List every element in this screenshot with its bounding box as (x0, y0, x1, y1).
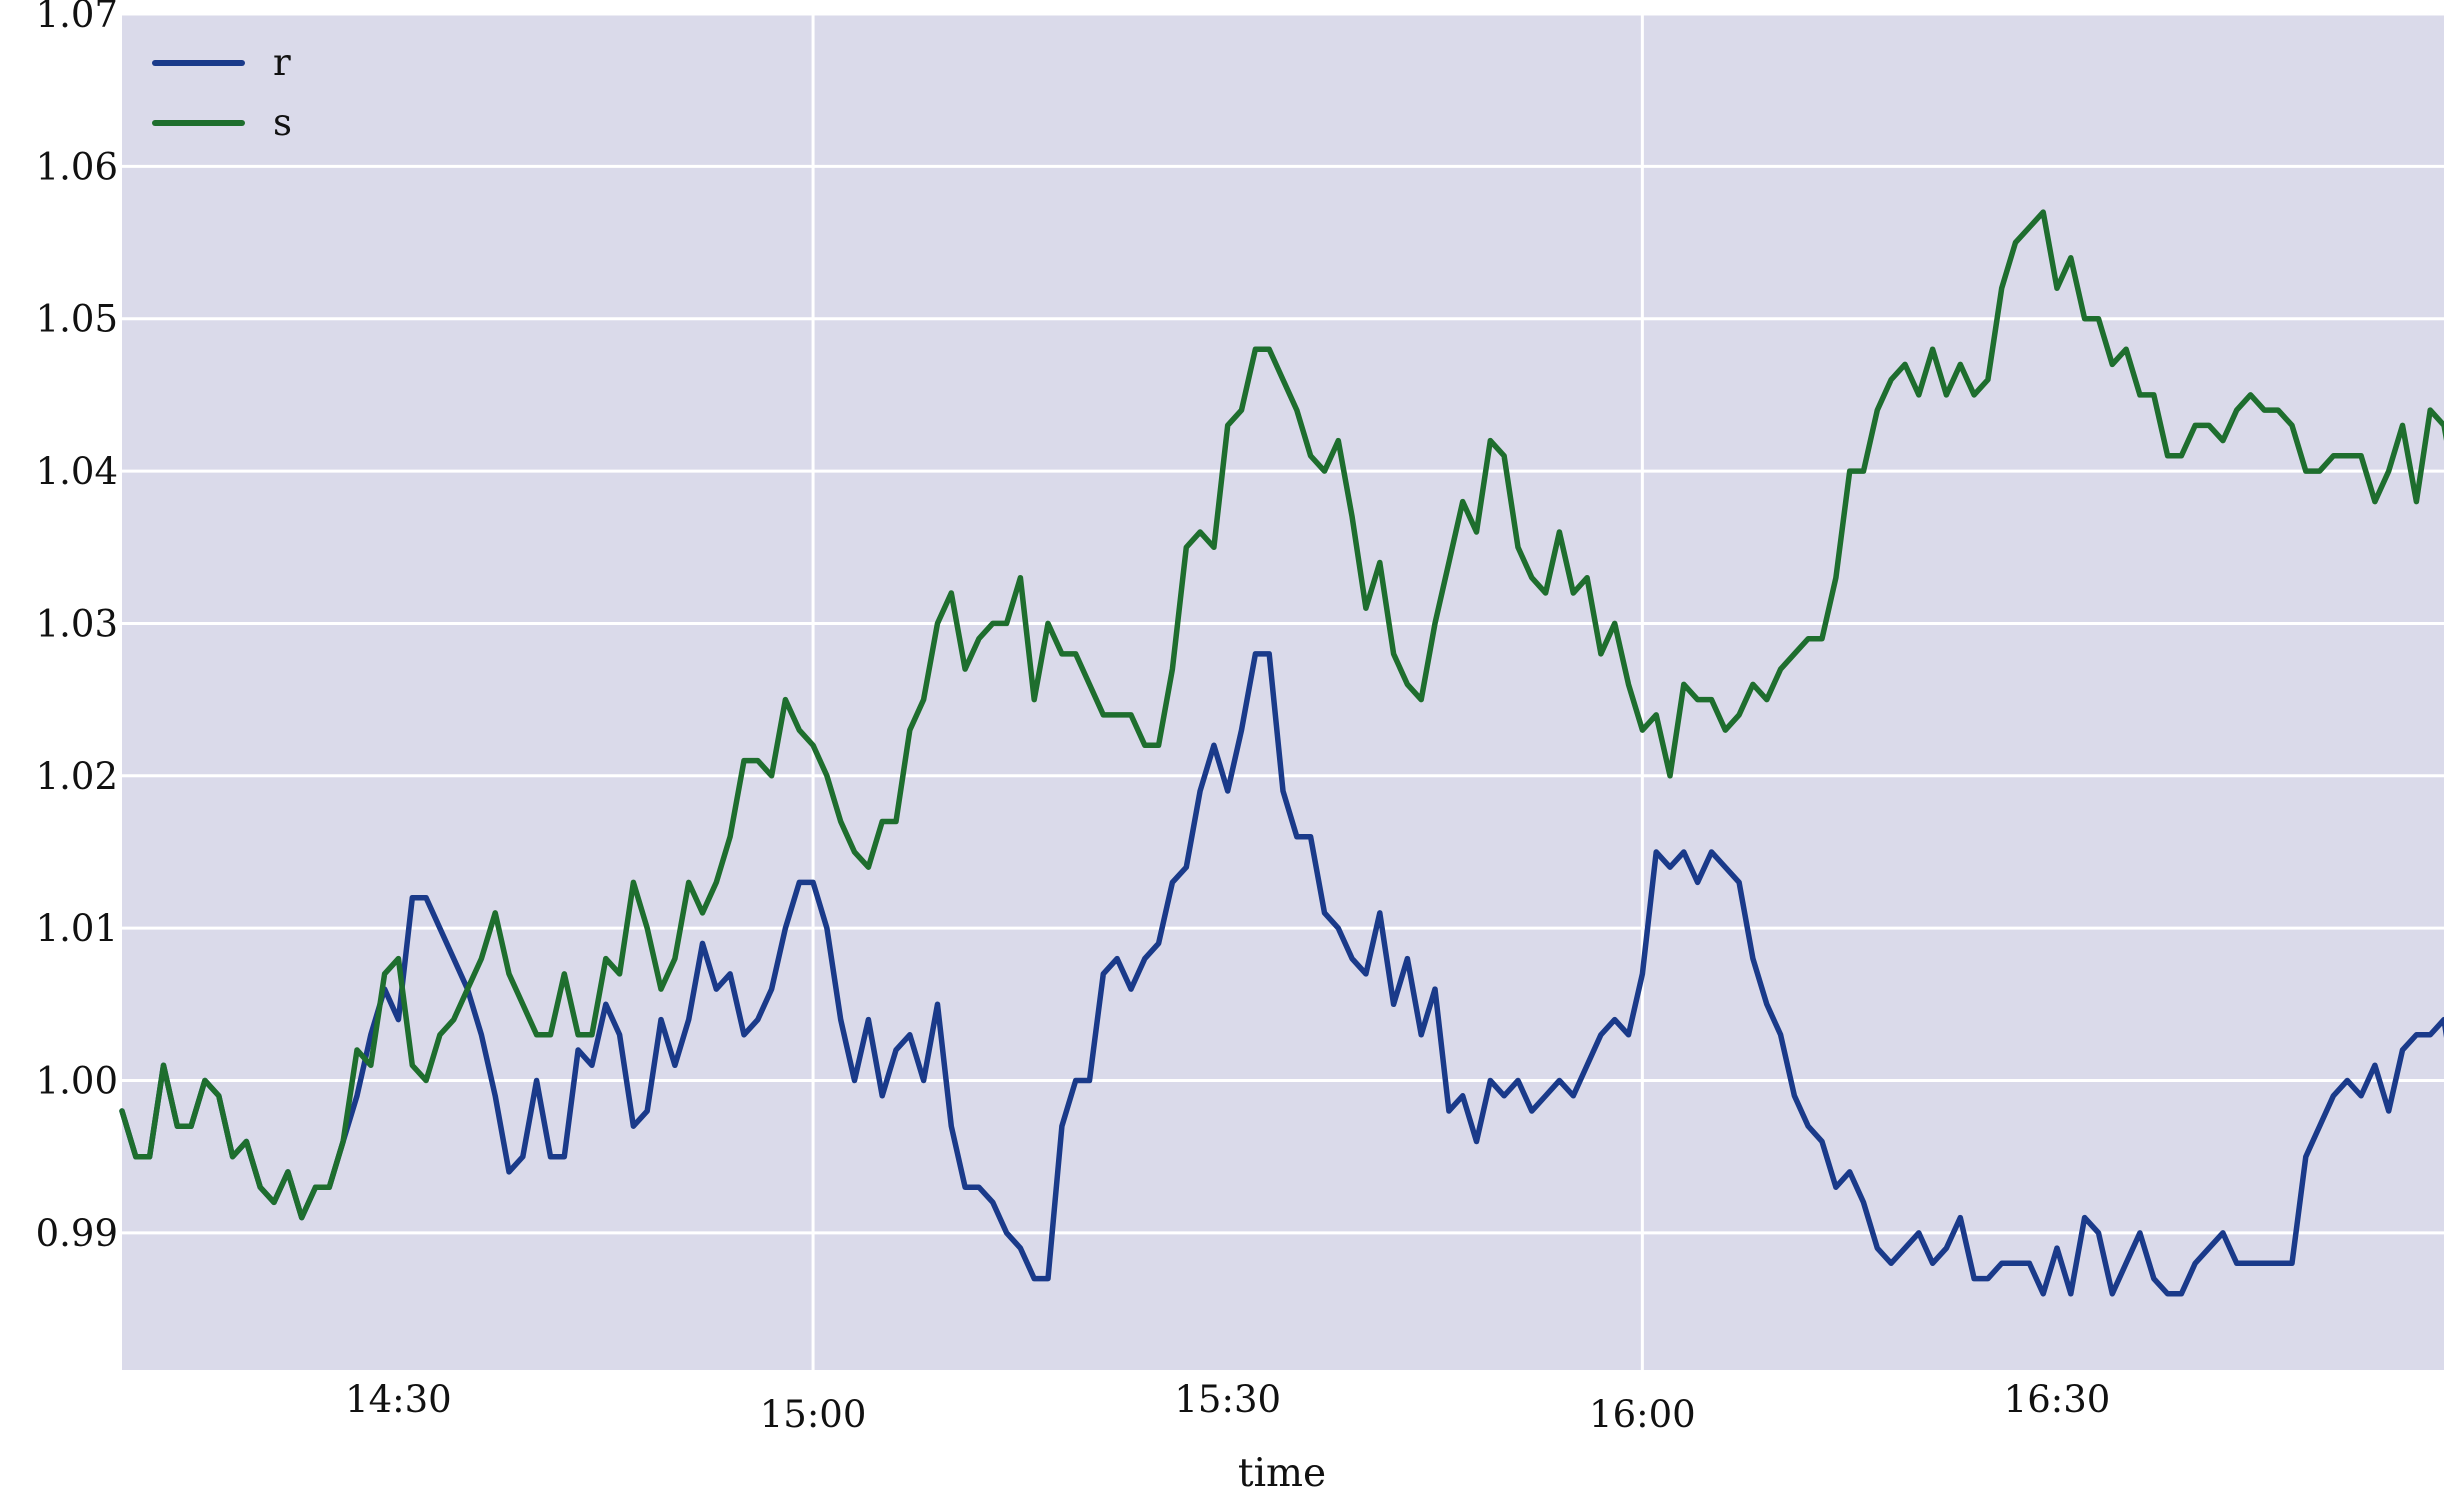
y-axis-ticks: 0.99 1.00 1.01 1.02 1.03 1.04 1.05 1.06 1.07 (36, 0, 118, 1255)
series-lines (119, 209, 2444, 1297)
y-tick-label: 1.07 (36, 0, 118, 36)
y-tick-label: 1.02 (36, 755, 118, 798)
plot-background (122, 14, 2444, 1370)
series-line-s (119, 209, 2444, 1221)
x-axis-title: time (1238, 1451, 1326, 1490)
y-tick-label: 1.03 (36, 602, 118, 645)
legend-label-r: r (273, 41, 291, 84)
y-tick-label: 1.05 (36, 298, 118, 341)
y-tick-label: 0.99 (36, 1212, 118, 1255)
x-tick-label: 16:30 (2004, 1378, 2111, 1421)
x-tick-label: 16:00 (1589, 1393, 1696, 1436)
x-tick-label: 14:30 (345, 1378, 452, 1421)
grid-lines (122, 12, 2444, 1370)
series-line-r (119, 651, 2444, 1297)
y-tick-label: 1.00 (36, 1060, 118, 1103)
legend: rs (152, 41, 292, 144)
y-tick-label: 1.06 (36, 145, 118, 188)
y-tick-label: 1.01 (36, 907, 118, 950)
legend-label-s: s (273, 101, 292, 144)
x-tick-label: 15:30 (1174, 1378, 1281, 1421)
x-axis-ticks: 14:30 15:00 15:30 16:00 16:30 (345, 1378, 2110, 1436)
x-tick-label: 15:00 (760, 1393, 867, 1436)
y-tick-label: 1.04 (36, 450, 118, 493)
